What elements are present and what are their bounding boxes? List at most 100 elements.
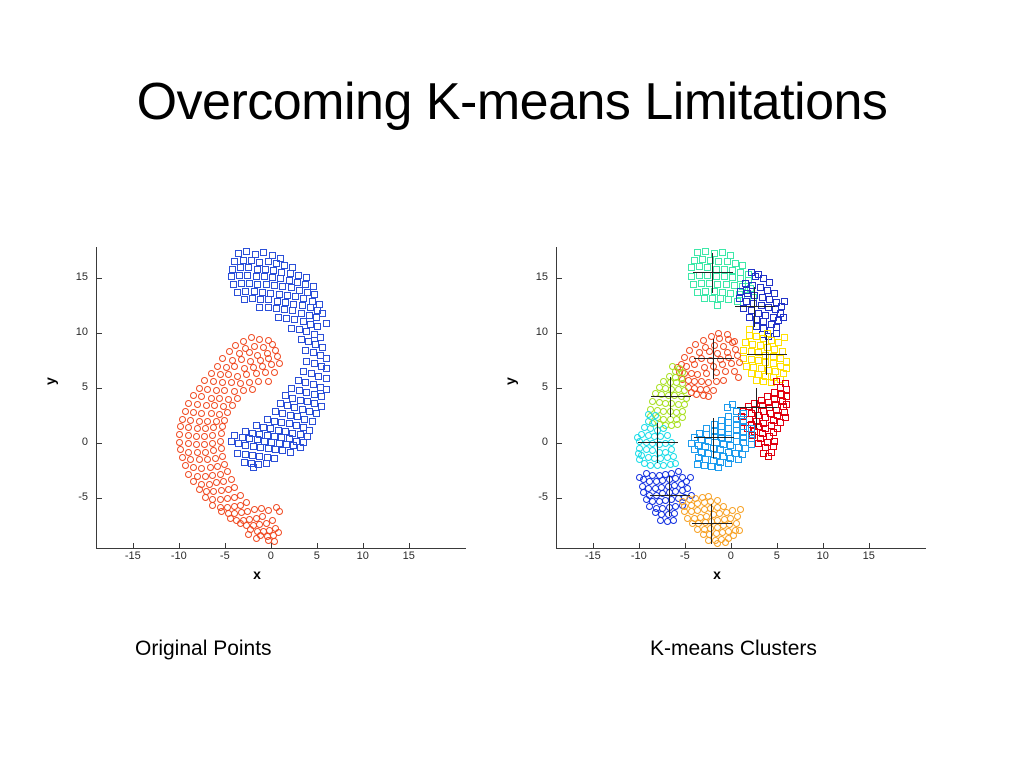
data-point [754, 371, 762, 379]
data-point [636, 437, 644, 445]
data-point [687, 491, 695, 499]
data-point [259, 249, 267, 256]
data-point [678, 473, 686, 481]
data-point [731, 260, 739, 268]
data-point [177, 446, 185, 454]
data-point [732, 407, 740, 415]
data-point [782, 358, 790, 366]
data-point [685, 347, 693, 355]
data-point [272, 305, 280, 313]
data-point [703, 385, 711, 393]
data-point [275, 439, 283, 447]
data-point [759, 449, 767, 457]
data-point [740, 417, 748, 425]
data-point [653, 426, 661, 434]
data-point [658, 391, 666, 399]
data-point [683, 394, 691, 402]
data-point [782, 385, 790, 393]
data-point [277, 254, 285, 262]
data-point [698, 493, 706, 501]
data-point [734, 456, 742, 464]
data-point [719, 452, 727, 460]
data-point [671, 510, 679, 518]
data-point [221, 386, 229, 394]
data-point [666, 415, 674, 423]
data-point [636, 473, 644, 481]
data-point [754, 357, 762, 365]
data-point [227, 476, 235, 484]
data-point [290, 441, 298, 449]
data-point [198, 480, 206, 488]
data-point [201, 425, 209, 433]
data-point [780, 297, 788, 305]
data-point [727, 252, 735, 260]
data-point [292, 293, 300, 301]
data-point [322, 354, 330, 362]
data-point [305, 338, 313, 346]
data-point [231, 510, 239, 518]
data-point [316, 333, 324, 341]
data-point [287, 284, 295, 292]
data-point [719, 529, 727, 537]
data-point [241, 427, 249, 435]
data-point [668, 400, 676, 408]
data-point [664, 482, 672, 490]
data-point [248, 429, 256, 437]
data-point [694, 371, 702, 379]
data-point [269, 274, 277, 282]
data-point [219, 452, 227, 460]
data-point [668, 422, 676, 430]
data-point [678, 414, 686, 422]
data-point [274, 314, 282, 322]
data-point [236, 350, 244, 358]
data-point [707, 524, 715, 532]
data-point [724, 336, 732, 344]
data-point [655, 471, 663, 479]
data-point [242, 287, 250, 295]
data-point [660, 425, 668, 433]
data-point [279, 409, 287, 417]
data-point [663, 518, 671, 526]
data-point [674, 494, 682, 502]
data-point [681, 508, 689, 516]
data-point [313, 409, 321, 417]
data-point [723, 404, 731, 412]
data-point [228, 402, 236, 410]
data-point [684, 514, 692, 522]
data-point [279, 283, 287, 291]
data-point [729, 339, 737, 347]
data-point [772, 401, 780, 409]
y-axis-tick [557, 333, 562, 334]
data-point [775, 317, 783, 325]
figure-original-points: x y -5 0 5 10 15 -15 -10 -5 0 5 10 15 [42, 235, 470, 582]
data-point [708, 295, 716, 303]
data-point [202, 402, 210, 410]
data-point [653, 461, 661, 469]
data-point [765, 452, 773, 460]
data-point [293, 422, 301, 430]
data-point [702, 287, 710, 295]
data-point [771, 289, 779, 297]
data-point [304, 433, 312, 441]
data-point [707, 332, 715, 340]
data-point [725, 296, 733, 304]
data-point [263, 350, 271, 358]
y-axis-tick-label: 15 [535, 270, 548, 283]
data-point [227, 379, 235, 387]
data-point [735, 359, 743, 367]
data-point [652, 491, 660, 499]
data-point [718, 535, 726, 543]
data-point [260, 273, 268, 281]
data-point [221, 460, 229, 468]
data-point [264, 445, 272, 453]
data-point [638, 430, 646, 438]
data-point [287, 325, 295, 333]
data-point [730, 338, 738, 346]
data-point [707, 504, 715, 512]
data-point [739, 283, 747, 291]
data-point [747, 409, 755, 417]
data-point [747, 370, 755, 378]
data-point [740, 305, 748, 313]
data-point [712, 369, 720, 377]
data-point [739, 262, 747, 270]
